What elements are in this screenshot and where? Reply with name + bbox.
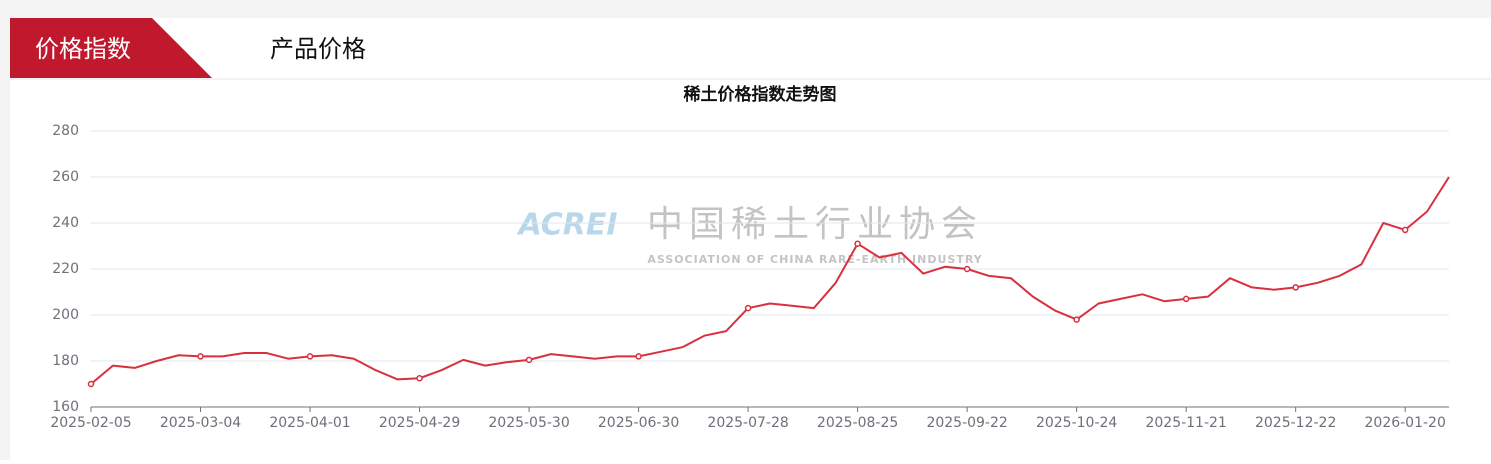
x-tick-label: 2025-12-22 bbox=[1255, 415, 1336, 431]
y-tick-label: 200 bbox=[52, 307, 79, 323]
x-tick-label: 2025-04-01 bbox=[269, 415, 350, 431]
point bbox=[635, 353, 642, 360]
watermark-logo: ACREI bbox=[516, 208, 617, 243]
y-tick-label: 180 bbox=[52, 353, 79, 369]
point bbox=[306, 353, 314, 360]
x-tick-label: 2025-11-21 bbox=[1145, 415, 1226, 431]
point bbox=[1292, 284, 1299, 291]
y-tick-label: 240 bbox=[52, 215, 79, 231]
point bbox=[1182, 295, 1190, 303]
point bbox=[87, 380, 95, 388]
point bbox=[416, 375, 423, 382]
chart-title: 稀土价格指数走势图 bbox=[684, 84, 837, 105]
x-tick-label: 2025-10-24 bbox=[1036, 415, 1117, 431]
tab-label[interactable]: 价格指数 bbox=[35, 35, 131, 63]
point bbox=[1401, 226, 1409, 234]
point bbox=[963, 265, 971, 273]
x-tick-label: 2025-09-22 bbox=[926, 415, 1007, 431]
y-tick-label: 260 bbox=[52, 169, 79, 185]
x-tick-label: 2025-06-30 bbox=[598, 415, 679, 431]
point bbox=[1073, 316, 1080, 323]
x-tick-label: 2025-08-25 bbox=[817, 415, 898, 431]
x-tick-label: 2025-05-30 bbox=[488, 415, 569, 431]
x-tick-label: 2025-03-04 bbox=[160, 415, 241, 431]
point bbox=[197, 353, 204, 360]
active-tab[interactable] bbox=[10, 18, 212, 78]
watermark-subtitle: ASSOCIATION OF CHINA RARE-EARTH INDUSTRY bbox=[647, 253, 982, 266]
y-tick-label: 160 bbox=[52, 399, 79, 415]
top-band bbox=[0, 0, 1491, 18]
point bbox=[854, 240, 861, 247]
point bbox=[525, 356, 533, 364]
y-tick-label: 280 bbox=[52, 123, 79, 139]
watermark: ACREI 中国稀土行业协会 ASSOCIATION OF CHINA RARE… bbox=[516, 204, 983, 266]
price-line bbox=[90, 176, 1450, 385]
left-band bbox=[0, 18, 10, 460]
watermark-name: 中国稀土行业协会 bbox=[647, 204, 983, 245]
x-tick-label: 2025-07-28 bbox=[707, 415, 788, 431]
x-tick-label: 2026-01-20 bbox=[1365, 415, 1446, 431]
point bbox=[744, 304, 752, 312]
x-tick-label: 2025-02-05 bbox=[50, 415, 131, 431]
x-tick-label: 2025-04-29 bbox=[379, 415, 460, 431]
y-tick-label: 220 bbox=[52, 261, 79, 277]
tab-label[interactable]: 产品价格 bbox=[270, 35, 366, 63]
